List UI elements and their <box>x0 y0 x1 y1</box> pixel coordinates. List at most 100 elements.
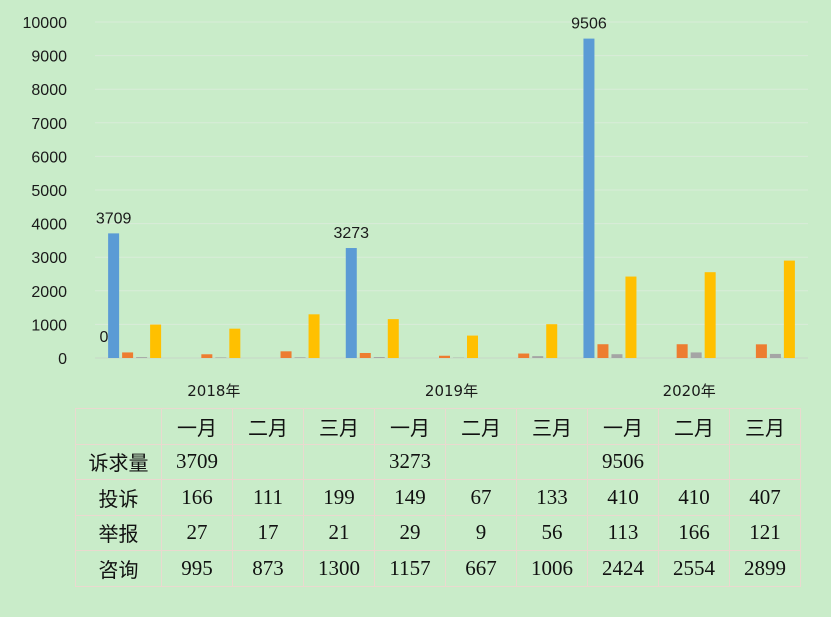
table-cell <box>232 443 304 480</box>
y-tick-label: 3000 <box>31 250 67 267</box>
table-cell <box>729 443 801 480</box>
table-cell: 410 <box>658 479 730 516</box>
y-tick-label: 7000 <box>31 116 67 133</box>
table-cell: 二月 <box>232 408 304 445</box>
table-cell: 67 <box>445 479 517 516</box>
table-cell: 一月 <box>374 408 446 445</box>
table-cell <box>303 443 375 480</box>
bar <box>597 344 609 358</box>
bar <box>280 351 292 358</box>
table-cell: 199 <box>303 479 375 516</box>
bar <box>611 354 623 358</box>
bar <box>136 357 148 358</box>
table-cell: 二月 <box>658 408 730 445</box>
table-cell: 2899 <box>729 550 801 587</box>
bar <box>690 352 702 358</box>
table-cell: 667 <box>445 550 517 587</box>
table-cell: 一月 <box>587 408 659 445</box>
table-row-header: 咨询 <box>75 550 162 587</box>
bar <box>294 357 306 358</box>
table-header-row: 一月 二月 三月 一月 二月 三月 一月 二月 三月 <box>75 408 801 445</box>
table-cell: 17 <box>232 514 304 551</box>
data-label: 3709 <box>96 210 132 227</box>
y-tick-label: 6000 <box>31 149 67 166</box>
table-cell: 166 <box>161 479 233 516</box>
table-cell: 410 <box>587 479 659 516</box>
table-row: 投诉 166 111 199 149 67 133 410 410 407 <box>75 479 801 516</box>
data-label: 0 <box>100 329 109 346</box>
y-tick-label: 10000 <box>23 15 68 32</box>
bar <box>583 38 595 359</box>
table-cell: 三月 <box>303 408 375 445</box>
table-cell: 三月 <box>729 408 801 445</box>
table-cell: 21 <box>303 514 375 551</box>
bar <box>783 260 795 358</box>
table-cell: 133 <box>516 479 588 516</box>
table-cell: 3273 <box>374 443 446 480</box>
bar <box>108 233 120 358</box>
table-cell: 二月 <box>445 408 517 445</box>
y-tick-label: 8000 <box>31 82 67 99</box>
table-cell: 873 <box>232 550 304 587</box>
table-row: 咨询 995 873 1300 1157 667 1006 2424 2554 2899 <box>75 550 801 587</box>
bar <box>518 353 530 358</box>
table-cell: 一月 <box>161 408 233 445</box>
data-label: 9506 <box>571 16 607 33</box>
bar <box>201 354 213 358</box>
table-cell: 2424 <box>587 550 659 587</box>
bar <box>467 335 478 358</box>
table-cell: 166 <box>658 514 730 551</box>
table-cell <box>445 443 517 480</box>
data-table: 一月 二月 三月 一月 二月 三月 一月 二月 三月 诉求量 3709 3273 9506 投诉 166 11… <box>75 408 801 587</box>
table-row: 举报 27 17 21 29 9 56 113 166 121 <box>75 514 801 551</box>
data-label: 3273 <box>333 225 369 242</box>
bar <box>532 356 544 358</box>
table-row-header: 诉求量 <box>75 443 162 480</box>
table-cell: 121 <box>729 514 801 551</box>
year-axis-label: 2019年 <box>425 382 478 400</box>
table-cell: 3709 <box>161 443 233 480</box>
table-row-header: 举报 <box>75 514 162 551</box>
bar <box>345 248 357 358</box>
bar <box>122 352 134 358</box>
y-tick-label: 4000 <box>31 217 67 234</box>
table-cell: 113 <box>587 514 659 551</box>
y-tick-label: 9000 <box>31 49 67 66</box>
table-row-header <box>75 408 162 445</box>
y-tick-label: 0 <box>58 351 67 368</box>
table-cell: 111 <box>232 479 304 516</box>
bar <box>769 353 781 358</box>
table-cell: 9506 <box>587 443 659 480</box>
bar <box>546 324 558 358</box>
bar <box>373 357 385 358</box>
y-tick-label: 2000 <box>31 284 67 301</box>
table-cell: 995 <box>161 550 233 587</box>
table-cell: 9 <box>445 514 517 551</box>
bar <box>755 344 767 358</box>
table-cell <box>516 443 588 480</box>
bar <box>676 344 688 358</box>
bar <box>439 355 450 358</box>
table-cell: 149 <box>374 479 446 516</box>
table-row-header: 投诉 <box>75 479 162 516</box>
table-cell: 56 <box>516 514 588 551</box>
table-row: 诉求量 3709 3273 9506 <box>75 443 801 480</box>
bar <box>704 272 716 358</box>
table-cell: 1006 <box>516 550 588 587</box>
table-cell: 27 <box>161 514 233 551</box>
bar <box>308 314 320 358</box>
bar <box>625 276 637 358</box>
bar <box>387 319 399 358</box>
table-cell: 1300 <box>303 550 375 587</box>
y-tick-label: 1000 <box>31 317 67 334</box>
table-cell: 407 <box>729 479 801 516</box>
year-axis-label: 2018年 <box>187 382 240 400</box>
bar-chart: 0 1000 2000 3000 4000 5000 6000 7000 8000 9000 100… <box>23 15 808 400</box>
bar <box>215 357 227 358</box>
bar <box>150 324 162 358</box>
table-cell: 1157 <box>374 550 446 587</box>
table-cell: 2554 <box>658 550 730 587</box>
table-cell <box>658 443 730 480</box>
bar <box>229 328 241 358</box>
year-axis-label: 2020年 <box>663 382 716 400</box>
